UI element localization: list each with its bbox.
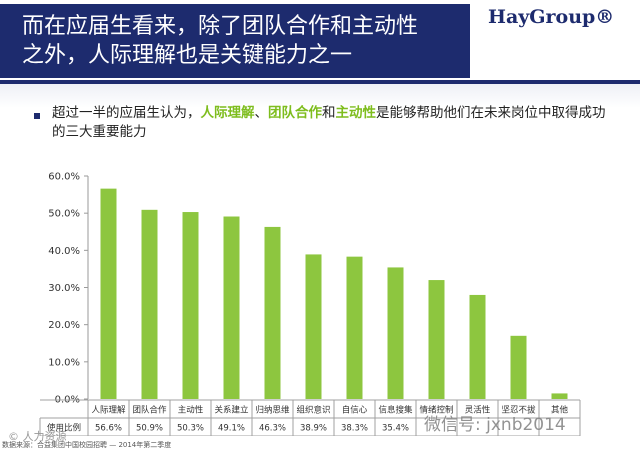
- value-label: 38.3%: [341, 424, 368, 434]
- haygroup-logo: HayGroup®: [488, 6, 615, 28]
- bullet-part-2: 是能够帮助他们在未来岗位中取得成功的三大重要能力: [52, 105, 606, 140]
- y-tick-label: 50.0%: [48, 209, 80, 220]
- category-label: 灵活性: [465, 405, 491, 416]
- category-label: 其他: [551, 405, 569, 416]
- y-tick-label: 40.0%: [48, 246, 80, 257]
- category-label: 信息搜集: [378, 405, 413, 416]
- bar: [346, 256, 363, 399]
- bullet-sep-2: 和: [322, 105, 336, 121]
- category-label: 归纳思维: [255, 405, 290, 416]
- y-tick-label: 10.0%: [48, 357, 80, 368]
- header-divider: [0, 80, 640, 84]
- bar: [182, 212, 199, 399]
- highlight-1: 人际理解: [200, 105, 255, 121]
- bar: [141, 209, 158, 399]
- bar: [428, 280, 445, 399]
- value-label: 35.4%: [382, 424, 409, 434]
- header: 而在应届生看来，除了团队合作和主动性 之外，人际理解也是关键能力之一 HayGr…: [0, 0, 640, 80]
- bar-chart: 0.0%10.0%20.0%30.0%40.0%50.0%60.0%使用比例人际…: [39, 172, 581, 436]
- bullet-sep-1: 、: [254, 105, 269, 121]
- bar: [551, 393, 568, 399]
- category-label: 组织意识: [296, 405, 330, 416]
- page-title: 而在应届生看来，除了团队合作和主动性 之外，人际理解也是关键能力之一: [22, 12, 462, 70]
- title-line-1: 而在应届生看来，除了团队合作和主动性: [22, 14, 419, 39]
- bar: [510, 335, 527, 399]
- category-label: 情绪控制: [419, 405, 453, 416]
- bullet-part-1: 超过一半的应届生认为，: [52, 105, 201, 121]
- category-label: 人际理解: [91, 405, 126, 416]
- value-label: 38.9%: [300, 424, 327, 434]
- value-label: 50.9%: [136, 424, 163, 434]
- category-label: 关系建立: [214, 405, 249, 416]
- y-tick-label: 30.0%: [48, 283, 80, 294]
- category-label: 团队合作: [132, 405, 167, 416]
- bar: [264, 226, 281, 399]
- bar: [469, 294, 486, 399]
- header-fade: [0, 84, 640, 108]
- value-label: 56.6%: [95, 424, 122, 434]
- footnote: 数据来源：合益集团中国校园招聘 — 2014年第二季度: [2, 441, 172, 449]
- watermark-right: 微信号: jxnb2014: [424, 415, 566, 435]
- bar: [100, 188, 117, 399]
- category-label: 主动性: [178, 405, 204, 416]
- bar: [387, 267, 404, 399]
- category-label: 坚忍不拔: [501, 405, 536, 416]
- highlight-2: 团队合作: [268, 105, 322, 121]
- category-label: 自信心: [342, 405, 368, 416]
- bullet-text: 超过一半的应届生认为，人际理解、团队合作和主动性是能够帮助他们在未来岗位中取得成…: [52, 104, 612, 142]
- table-row-label: 使用比例: [47, 423, 81, 434]
- title-line-2: 之外，人际理解也是关键能力之一: [22, 43, 353, 68]
- title-band: 而在应届生看来，除了团队合作和主动性 之外，人际理解也是关键能力之一: [0, 4, 470, 78]
- bar: [305, 254, 322, 399]
- y-tick-label: 20.0%: [48, 320, 80, 331]
- value-label: 49.1%: [218, 424, 245, 434]
- bar: [223, 216, 240, 399]
- bullet-square-icon: [34, 113, 40, 119]
- value-label: 50.3%: [177, 424, 204, 434]
- value-label: 46.3%: [259, 424, 286, 434]
- watermark-left: © 人力资源: [8, 430, 67, 443]
- y-tick-label: 60.0%: [48, 172, 80, 183]
- highlight-3: 主动性: [335, 105, 377, 121]
